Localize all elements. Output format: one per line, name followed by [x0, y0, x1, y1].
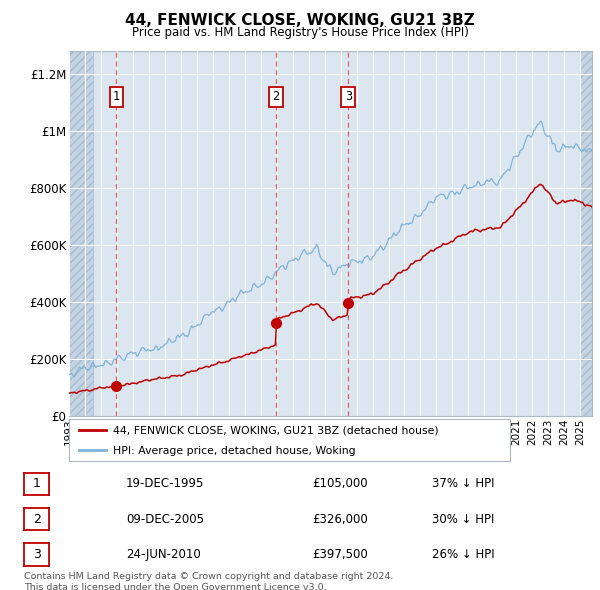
Text: 1: 1	[113, 90, 120, 103]
Text: 3: 3	[344, 90, 352, 103]
Text: Price paid vs. HM Land Registry's House Price Index (HPI): Price paid vs. HM Land Registry's House …	[131, 26, 469, 39]
Text: Contains HM Land Registry data © Crown copyright and database right 2024.: Contains HM Land Registry data © Crown c…	[24, 572, 394, 581]
Text: 1: 1	[32, 477, 41, 490]
Text: 2: 2	[32, 513, 41, 526]
Text: 26% ↓ HPI: 26% ↓ HPI	[432, 548, 494, 561]
Text: 37% ↓ HPI: 37% ↓ HPI	[432, 477, 494, 490]
Text: This data is licensed under the Open Government Licence v3.0.: This data is licensed under the Open Gov…	[24, 583, 326, 590]
Text: 24-JUN-2010: 24-JUN-2010	[126, 548, 201, 561]
Text: £326,000: £326,000	[312, 513, 368, 526]
Text: 3: 3	[32, 548, 41, 561]
Text: 19-DEC-1995: 19-DEC-1995	[126, 477, 205, 490]
Text: 44, FENWICK CLOSE, WOKING, GU21 3BZ (detached house): 44, FENWICK CLOSE, WOKING, GU21 3BZ (det…	[113, 426, 439, 436]
Text: 2: 2	[272, 90, 279, 103]
Text: 09-DEC-2005: 09-DEC-2005	[126, 513, 204, 526]
Text: HPI: Average price, detached house, Woking: HPI: Average price, detached house, Woki…	[113, 446, 356, 455]
Text: 30% ↓ HPI: 30% ↓ HPI	[432, 513, 494, 526]
Text: 44, FENWICK CLOSE, WOKING, GU21 3BZ: 44, FENWICK CLOSE, WOKING, GU21 3BZ	[125, 13, 475, 28]
Text: £105,000: £105,000	[312, 477, 368, 490]
Text: £397,500: £397,500	[312, 548, 368, 561]
